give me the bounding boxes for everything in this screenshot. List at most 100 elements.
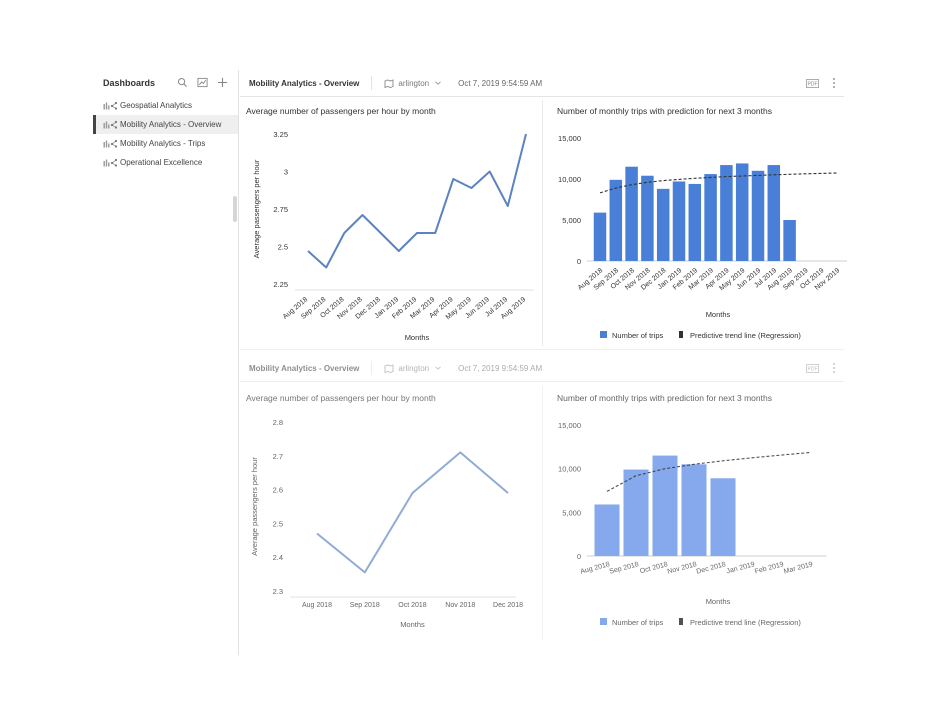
toolbar-divider-line	[240, 381, 844, 382]
location-filter-value: arlington	[398, 363, 430, 373]
panel-divider	[240, 349, 844, 350]
x-tick-label: Dec 2018	[696, 561, 727, 576]
map-icon	[384, 363, 394, 373]
legend-label: Predictive trend line (Regression)	[690, 331, 801, 340]
pdf-export-icon[interactable]: PDF	[806, 78, 819, 88]
passengers-line-chart: 3.25 3 2.75 2.5 2.25 Average passengers per h…	[252, 130, 534, 342]
date-stamp[interactable]: Oct 7, 2019 9:54:59 AM	[458, 363, 543, 373]
bar	[735, 163, 749, 261]
legend-label: Number of trips	[612, 618, 664, 627]
chart-title: Number of monthly trips with prediction …	[557, 393, 772, 403]
dashboard-icon	[103, 158, 118, 167]
dashboard-icon	[103, 139, 118, 148]
y-tick-label: 0	[577, 552, 581, 561]
dashboard-list: Geospatial Analytics Mobility Analytics -…	[93, 96, 238, 172]
plus-icon[interactable]	[217, 77, 228, 88]
bar	[688, 183, 702, 261]
y-tick-label: 5,000	[562, 508, 581, 517]
dashboard-icon	[103, 120, 118, 129]
bar	[704, 174, 717, 261]
sidebar-item-label: Mobility Analytics - Trips	[120, 139, 206, 148]
dashboard-toolbar-secondary: Mobility Analytics - Overview arlington …	[240, 355, 844, 381]
y-tick-label: 3.25	[273, 130, 288, 139]
sidebar-title: Dashboards	[103, 78, 156, 88]
y-tick-label: 10,000	[558, 175, 581, 184]
bar	[720, 165, 733, 261]
passengers-line-chart-secondary: 2.8 2.7 2.6 2.5 2.4 2.3 Average passengers per…	[250, 418, 523, 629]
legend-label: Number of trips	[612, 331, 664, 340]
widget-divider	[542, 386, 543, 640]
sidebar-item[interactable]: Mobility Analytics - Trips	[93, 134, 238, 153]
bar	[751, 170, 765, 261]
more-menu-icon[interactable]	[832, 362, 836, 374]
x-axis-title: Months	[706, 597, 731, 606]
sidebar-item-label: Operational Excellence	[120, 158, 203, 167]
dashboard-title: Mobility Analytics - Overview	[249, 363, 360, 373]
sidebar-scrollbar[interactable]	[233, 196, 237, 222]
location-filter[interactable]: arlington	[384, 364, 442, 373]
sidebar-item[interactable]: Geospatial Analytics	[93, 96, 238, 115]
toolbar-divider	[371, 76, 373, 90]
y-tick-label: 2.8	[273, 418, 283, 427]
bar	[652, 455, 678, 556]
y-tick-label: 2.5	[273, 519, 283, 528]
x-tick-label: Jan 2019	[726, 561, 756, 575]
bar	[710, 478, 736, 556]
bar	[625, 166, 638, 261]
y-tick-label: 15,000	[558, 421, 581, 430]
trend-line	[606, 451, 811, 492]
bar	[783, 220, 796, 261]
legend-swatch-trips	[600, 618, 607, 625]
pdf-export-label: PDF	[808, 366, 818, 372]
dashboards-sidebar: Dashboards Geospatial Analytics Mobility …	[93, 70, 239, 655]
chevron-down-icon	[435, 366, 441, 370]
pdf-export-icon[interactable]: PDF	[806, 363, 819, 373]
chart-title: Average number of passengers per hour by…	[246, 393, 436, 403]
widget-divider	[542, 100, 543, 346]
bar	[593, 212, 607, 261]
y-tick-label: 5,000	[562, 216, 581, 225]
x-tick-label: Nov 2018	[667, 561, 698, 576]
y-tick-label: 2.5	[278, 243, 288, 252]
location-filter-value: arlington	[398, 78, 430, 88]
trend-line	[599, 172, 838, 194]
map-icon	[384, 78, 394, 88]
bar	[594, 504, 620, 556]
toolbar-divider-line	[240, 96, 844, 97]
search-icon[interactable]	[177, 77, 188, 88]
y-axis-title: Average passengers per hour	[250, 457, 259, 556]
date-stamp[interactable]: Oct 7, 2019 9:54:59 AM	[458, 78, 543, 88]
x-axis-title: Months	[405, 333, 430, 342]
series-line	[316, 451, 509, 574]
y-tick-label: 0	[577, 257, 581, 266]
bar	[672, 181, 686, 261]
x-tick-label: Aug 2018	[302, 602, 332, 609]
bar	[641, 175, 654, 261]
pdf-export-label: PDF	[808, 81, 818, 87]
sidebar-actions	[177, 77, 228, 88]
y-tick-label: 2.4	[273, 553, 283, 562]
more-menu-icon[interactable]	[832, 77, 836, 89]
sidebar-item[interactable]: Mobility Analytics - Overview	[93, 115, 238, 134]
legend-swatch-trips	[600, 331, 607, 338]
bar	[623, 469, 649, 556]
y-tick-label: 2.25	[273, 280, 288, 289]
x-tick-label: Dec 2018	[493, 602, 523, 609]
legend-label: Predictive trend line (Regression)	[690, 618, 801, 627]
bar	[767, 165, 781, 261]
legend-swatch-trend	[679, 331, 683, 338]
sidebar-item[interactable]: Operational Excellence	[93, 153, 238, 172]
location-filter[interactable]: arlington	[384, 79, 442, 88]
chart-icon[interactable]	[197, 77, 208, 88]
x-tick-label: Sep 2018	[350, 602, 380, 609]
y-tick-label: 15,000	[558, 134, 581, 143]
y-axis-title: Average passengers per hour	[252, 159, 261, 258]
sidebar-item-label: Geospatial Analytics	[120, 101, 193, 110]
x-tick-label: Sep 2018	[609, 561, 640, 576]
x-tick-label: Aug 2018	[580, 561, 611, 576]
legend-swatch-trend	[679, 618, 683, 625]
x-tick-label: Nov 2018	[445, 602, 475, 609]
sidebar-item-label: Mobility Analytics - Overview	[120, 120, 222, 129]
